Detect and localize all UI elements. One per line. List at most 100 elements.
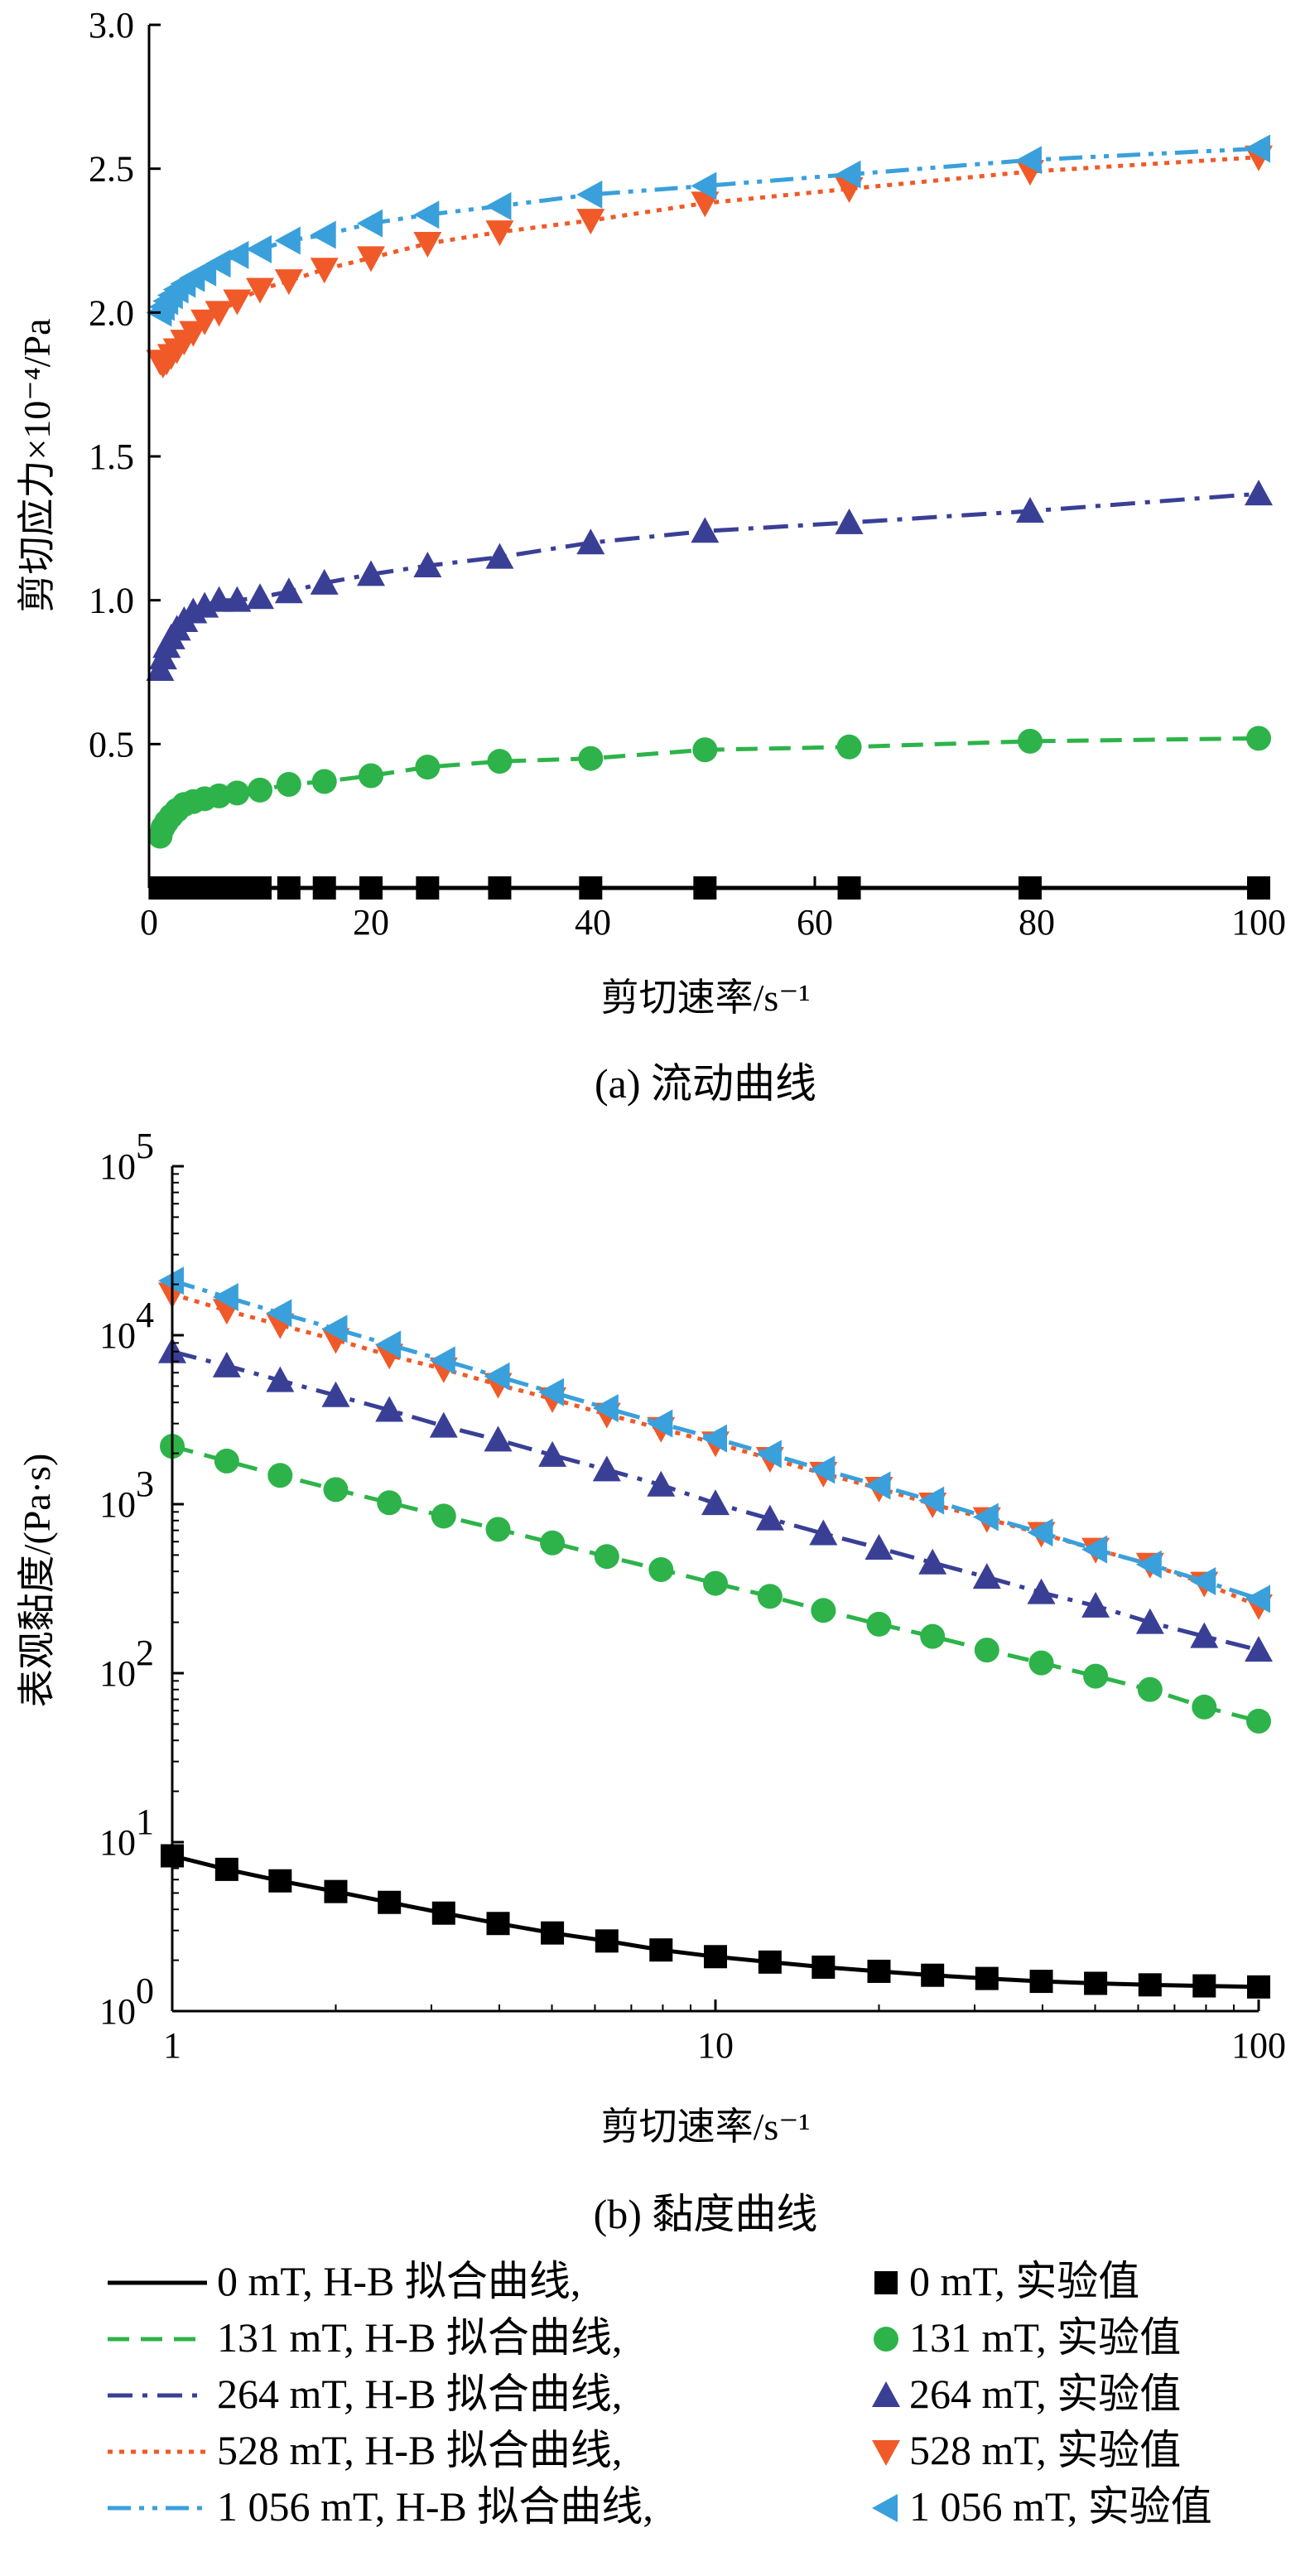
flow-point-264mT bbox=[1015, 496, 1044, 523]
legend-line-label-131mT: 131 mT, H-B 拟合曲线, bbox=[217, 2314, 622, 2361]
flow-point-528mT bbox=[485, 220, 514, 247]
viscosity-curve-caption: (b) 黏度曲线 bbox=[594, 2191, 818, 2237]
flow-point-264mT bbox=[310, 568, 339, 595]
flow-curve-axes: 0 20 40 60 80 100 0.5 1.0 1.5 2.0 2.5 3.0 bbox=[89, 5, 1286, 943]
legend-marker-label-0mT: 0 mT, 实验值 bbox=[909, 2258, 1139, 2304]
flow-point-528mT bbox=[691, 191, 720, 218]
visc-point-0mT bbox=[1247, 1975, 1270, 1999]
legend-line-label-528mT: 528 mT, H-B 拟合曲线, bbox=[217, 2427, 622, 2473]
visc-point-0mT bbox=[812, 1955, 836, 1979]
flow-x-tick-label: 80 bbox=[1019, 902, 1055, 943]
flow-point-264mT bbox=[274, 577, 303, 604]
visc-point-0mT bbox=[649, 1938, 673, 1962]
visc-point-264mT bbox=[538, 1440, 567, 1467]
flow-curve-y-axis-label: 剪切应力×10⁻⁴/Pa bbox=[16, 318, 58, 612]
flow-y-tick-label: 0.5 bbox=[89, 724, 134, 765]
visc-point-1056mT bbox=[321, 1315, 348, 1343]
flow-y-tick-label: 2.0 bbox=[89, 292, 134, 333]
visc-point-264mT bbox=[1135, 1608, 1164, 1634]
flow-point-1056mT bbox=[1245, 134, 1270, 163]
visc-point-0mT bbox=[378, 1890, 402, 1914]
visc-point-0mT bbox=[268, 1869, 292, 1893]
flow-point-528mT bbox=[223, 289, 252, 316]
visc-point-0mT bbox=[1138, 1973, 1162, 1997]
flow-point-1056mT bbox=[357, 209, 383, 238]
visc-point-264mT bbox=[1245, 1636, 1273, 1662]
visc-point-0mT bbox=[214, 1857, 238, 1881]
visc-y-tick-exponent: 3 bbox=[136, 1464, 154, 1504]
visc-point-131mT bbox=[431, 1503, 456, 1529]
flow-x-tick-label: 0 bbox=[140, 902, 158, 943]
visc-point-131mT bbox=[214, 1448, 239, 1474]
flow-point-264mT bbox=[1245, 480, 1273, 506]
flow-x-tick-label: 60 bbox=[797, 902, 833, 943]
visc-point-0mT bbox=[595, 1929, 619, 1953]
visc-fit-line-131mT bbox=[171, 1444, 1259, 1724]
visc-point-131mT bbox=[866, 1611, 892, 1637]
visc-y-tick-exponent: 2 bbox=[136, 1633, 154, 1673]
visc-point-131mT bbox=[1028, 1650, 1054, 1676]
visc-point-264mT bbox=[701, 1489, 730, 1516]
visc-point-131mT bbox=[703, 1570, 728, 1596]
visc-point-264mT bbox=[865, 1533, 893, 1560]
legend-marker-1056mT bbox=[872, 2494, 898, 2522]
legend-line-label-0mT: 0 mT, H-B 拟合曲线, bbox=[217, 2258, 580, 2304]
visc-y-tick-label: 10 bbox=[99, 1484, 136, 1525]
visc-point-0mT bbox=[758, 1950, 782, 1974]
visc-point-264mT bbox=[321, 1381, 350, 1407]
flow-point-528mT bbox=[246, 277, 274, 304]
visc-point-264mT bbox=[918, 1548, 947, 1575]
visc-point-131mT bbox=[267, 1463, 293, 1488]
flow-y-tick-label: 2.5 bbox=[89, 149, 134, 190]
visc-point-131mT bbox=[974, 1638, 999, 1663]
visc-point-131mT bbox=[648, 1556, 674, 1582]
flow-point-131mT bbox=[311, 769, 337, 794]
flow-point-264mT bbox=[223, 586, 252, 612]
visc-point-264mT bbox=[972, 1563, 1001, 1589]
flow-x-tick-label: 20 bbox=[353, 902, 389, 943]
visc-point-0mT bbox=[486, 1912, 510, 1936]
legend-marker-528mT bbox=[872, 2440, 900, 2466]
visc-point-131mT bbox=[377, 1490, 402, 1516]
legend-marker-label-1056mT: 1 056 mT, 实验值 bbox=[909, 2483, 1212, 2530]
visc-point-1056mT bbox=[375, 1330, 402, 1359]
flow-point-528mT bbox=[190, 309, 219, 335]
visc-point-0mT bbox=[704, 1945, 727, 1969]
visc-y-tick-exponent: 1 bbox=[136, 1802, 154, 1842]
flow-point-528mT bbox=[205, 301, 234, 327]
visc-y-tick-label: 10 bbox=[99, 1822, 136, 1863]
legend-marker-0mT bbox=[874, 2271, 898, 2294]
flow-point-131mT bbox=[1246, 726, 1271, 751]
visc-y-tick-exponent: 4 bbox=[136, 1295, 154, 1335]
visc-point-0mT bbox=[867, 1959, 891, 1983]
visc-point-264mT bbox=[647, 1470, 676, 1497]
visc-point-0mT bbox=[1084, 1971, 1108, 1995]
flow-point-264mT bbox=[485, 543, 514, 569]
visc-point-131mT bbox=[811, 1598, 836, 1623]
flow-point-131mT bbox=[692, 737, 718, 763]
visc-point-1056mT bbox=[1245, 1585, 1270, 1614]
legend-marker-label-528mT: 528 mT, 实验值 bbox=[909, 2427, 1181, 2473]
visc-point-131mT bbox=[1246, 1708, 1271, 1734]
visc-point-1056mT bbox=[1190, 1567, 1216, 1596]
visc-x-tick-label: 1 bbox=[163, 2025, 181, 2066]
visc-point-131mT bbox=[1137, 1676, 1163, 1702]
visc-point-131mT bbox=[485, 1517, 511, 1542]
visc-y-tick-label: 10 bbox=[99, 1991, 136, 2032]
flow-point-131mT bbox=[578, 745, 604, 771]
flow-point-1056mT bbox=[1015, 146, 1042, 175]
flow-point-1056mT bbox=[223, 240, 249, 269]
visc-fit-line-1056mT bbox=[171, 1278, 1259, 1601]
visc-point-1056mT bbox=[484, 1362, 510, 1391]
flow-point-528mT bbox=[310, 258, 339, 284]
visc-point-131mT bbox=[323, 1477, 349, 1503]
visc-y-tick-label: 10 bbox=[99, 1653, 136, 1694]
visc-point-0mT bbox=[1192, 1974, 1216, 1998]
legend-marker-264mT bbox=[872, 2381, 900, 2407]
visc-point-264mT bbox=[1081, 1591, 1110, 1618]
flow-y-tick-label: 1.5 bbox=[89, 437, 134, 477]
visc-y-tick-label: 10 bbox=[99, 1315, 136, 1356]
